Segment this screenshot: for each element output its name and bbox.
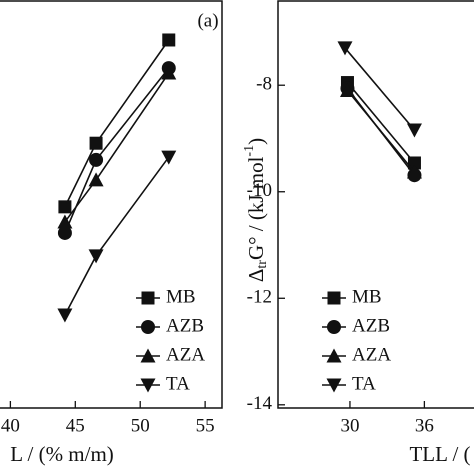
marker xyxy=(89,136,103,150)
y-tick-label: -10 xyxy=(247,180,272,201)
marker xyxy=(406,164,422,179)
legend-label: AZB xyxy=(352,315,390,336)
panel-a: (a) L / (% m/m) 40 45 50 55 MB AZB AZA TA xyxy=(0,0,223,466)
legend-label: AZA xyxy=(166,344,205,365)
axes-frame xyxy=(0,0,223,409)
series-line xyxy=(64,156,170,316)
marker xyxy=(161,65,177,80)
marker xyxy=(327,291,341,305)
x-tick-label: 30 xyxy=(340,415,359,436)
legend-label: AZB xyxy=(166,315,204,336)
series-line xyxy=(64,39,170,208)
y-axis-label: ΔtrG° / (kJ mol-1) xyxy=(242,138,270,282)
marker xyxy=(326,348,342,363)
panel-label: (a) xyxy=(197,10,218,31)
x-tick-label: 40 xyxy=(1,415,20,436)
x-axis-label: L / (% m/m) xyxy=(10,442,114,466)
y-tick-label: -12 xyxy=(247,287,272,308)
marker xyxy=(407,156,421,170)
plot-area xyxy=(57,33,177,323)
legend-label: MB xyxy=(352,286,382,307)
marker xyxy=(141,320,155,334)
series-line xyxy=(346,90,416,173)
marker xyxy=(406,123,422,138)
legend-label: AZA xyxy=(352,344,391,365)
x-tick-label: 36 xyxy=(415,415,434,436)
marker xyxy=(88,249,104,264)
legend-label: TA xyxy=(352,373,376,394)
marker xyxy=(57,308,73,323)
axes-frame xyxy=(277,0,474,409)
y-tick-label: -8 xyxy=(256,74,272,95)
series-line xyxy=(344,47,416,131)
marker xyxy=(141,291,155,305)
x-tick-label: 55 xyxy=(196,415,215,436)
marker xyxy=(140,348,156,363)
y-tick-label: -14 xyxy=(247,393,273,414)
marker xyxy=(57,225,72,240)
marker xyxy=(339,83,355,98)
marker xyxy=(89,152,104,167)
series-line xyxy=(64,72,170,223)
marker xyxy=(326,378,342,393)
x-tick-label: 45 xyxy=(66,415,85,436)
panel-b: TLL / ( ΔtrG° / (kJ mol-1) 30 36 -8 -10 -12 -… xyxy=(242,0,474,466)
marker xyxy=(57,214,73,229)
series-line xyxy=(346,82,416,164)
plot-area xyxy=(337,41,422,183)
legend-label: MB xyxy=(166,286,196,307)
marker xyxy=(162,33,176,47)
marker xyxy=(337,41,353,56)
marker xyxy=(140,378,156,393)
marker xyxy=(58,200,72,214)
marker xyxy=(161,150,177,165)
legend-label: TA xyxy=(166,373,190,394)
marker xyxy=(327,320,341,334)
marker xyxy=(88,172,104,187)
x-axis-label: TLL / ( xyxy=(409,442,470,466)
x-tick-label: 50 xyxy=(131,415,150,436)
